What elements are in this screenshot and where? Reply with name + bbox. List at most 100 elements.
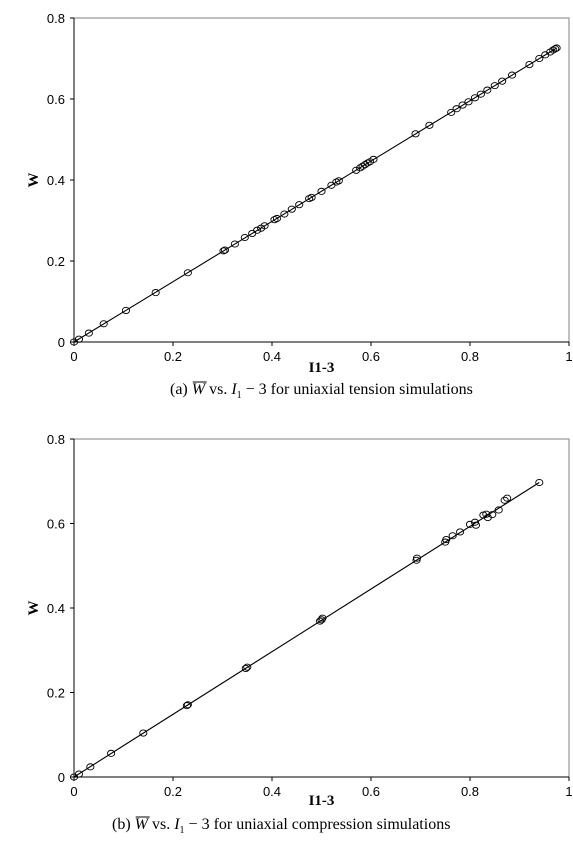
caption-suffix: − 3 for uniaxial compression simulations <box>185 816 451 833</box>
data-point <box>230 240 239 248</box>
data-point <box>470 94 480 102</box>
data-point <box>183 269 192 277</box>
y-tick-label: 0.8 <box>47 434 65 447</box>
data-point <box>182 702 191 710</box>
x-tick-label: 0.4 <box>263 349 281 364</box>
data-point <box>317 616 326 624</box>
x-tick-label: 0.4 <box>263 784 281 799</box>
data-point <box>494 506 503 514</box>
caption-prefix: (b) <box>112 816 135 833</box>
y-tick-label: 0 <box>58 335 65 350</box>
data-point <box>287 205 296 213</box>
data-point <box>74 770 83 778</box>
x-tick-label: 1 <box>565 784 572 799</box>
x-tick-label: 0 <box>70 349 77 364</box>
caption-vs: vs. <box>205 381 231 398</box>
data-point <box>305 195 314 203</box>
data-point <box>508 71 517 79</box>
data-point <box>243 663 252 671</box>
y-tick-label: 0 <box>58 770 65 785</box>
data-point <box>482 510 491 518</box>
x-tick-label: 0.8 <box>461 784 479 799</box>
data-point <box>260 222 269 230</box>
y-tick-label: 0.6 <box>47 92 65 107</box>
x-axis-title: I1-3 <box>309 360 335 376</box>
data-point <box>270 216 279 224</box>
data-point <box>280 210 289 218</box>
y-tick-label: 0.6 <box>47 517 65 532</box>
data-point <box>465 520 475 528</box>
y-tick-label: 0.4 <box>47 173 65 188</box>
chart-panel-b: 0 0.2 0.4 0.6 0.8 1 0 0.2 0.4 0.6 0.8 I1-3 W (b) W vs… <box>0 434 573 868</box>
data-point <box>476 90 485 98</box>
data-point <box>498 77 507 85</box>
caption-vs: vs. <box>148 816 174 833</box>
x-tick-label: 0.6 <box>362 784 380 799</box>
data-point <box>332 178 341 186</box>
trendline <box>73 47 557 343</box>
y-tick-label: 0.2 <box>47 686 65 701</box>
data-point <box>220 246 230 254</box>
data-point <box>535 54 544 63</box>
data-point <box>448 532 457 540</box>
x-tick-label: 1 <box>565 349 572 364</box>
x-axis-title: I1-3 <box>309 793 335 809</box>
data-point <box>471 521 480 529</box>
data-point <box>84 329 93 337</box>
data-point <box>552 44 561 52</box>
data-point <box>458 101 467 109</box>
data-point <box>307 193 316 201</box>
y-tick-label: 0.4 <box>47 601 65 616</box>
y-tick-label: 0.2 <box>47 254 65 269</box>
y-axis-title: W <box>26 601 42 616</box>
x-tick-label: 0.2 <box>164 349 182 364</box>
data-point <box>500 496 509 504</box>
y-axis-title: W <box>26 173 42 188</box>
data-point <box>483 86 492 94</box>
data-point <box>151 289 160 297</box>
data-point <box>219 247 228 255</box>
data-point <box>447 108 456 116</box>
chart-panel-a: 0 0.2 0.4 0.6 0.8 1 0 0.2 0.4 0.6 0.8 I1-3 W (a) W vs… <box>26 11 573 401</box>
data-point <box>525 61 534 69</box>
figure-caption: (b) W vs. I1 − 3 for uniaxial compressio… <box>112 816 450 836</box>
chart-svg-b: 0 0.2 0.4 0.6 0.8 1 0 0.2 0.4 0.6 0.8 I1-3 W (b) W vs… <box>26 434 573 836</box>
data-point <box>411 130 420 138</box>
data-point <box>412 554 422 562</box>
data-point <box>488 511 497 519</box>
caption-i-symbol: I <box>173 816 180 833</box>
data-point <box>369 155 378 163</box>
data-point <box>363 159 372 167</box>
data-point <box>74 335 83 343</box>
caption-prefix: (a) <box>170 381 192 398</box>
data-point <box>295 201 304 209</box>
plot-area-frame <box>73 438 570 778</box>
data-point <box>456 528 465 536</box>
caption-subscript: 1 <box>180 825 185 836</box>
trendline <box>73 482 540 778</box>
x-tick-label: 0 <box>70 784 77 799</box>
data-point <box>503 494 512 502</box>
x-tick-label: 0.2 <box>164 784 182 799</box>
caption-suffix: − 3 for uniaxial tension simulations <box>242 381 473 398</box>
data-point <box>442 536 451 544</box>
data-point <box>86 763 95 771</box>
data-point <box>464 98 473 106</box>
data-point <box>241 664 250 672</box>
data-point <box>139 729 148 737</box>
data-point <box>551 45 560 53</box>
data-point <box>107 749 116 757</box>
caption-w-symbol: W <box>192 381 207 398</box>
data-point <box>318 614 327 622</box>
data-point <box>452 105 461 113</box>
data-point <box>535 478 544 487</box>
figure-caption: (a) W vs. I1 − 3 for uniaxial tension si… <box>170 381 473 401</box>
data-point <box>253 226 262 234</box>
data-point <box>240 233 249 242</box>
y-tick-label: 0.8 <box>47 11 65 26</box>
x-tick-label: 0.6 <box>362 349 380 364</box>
data-point <box>334 177 343 185</box>
caption-i-symbol: I <box>230 381 237 398</box>
data-point <box>425 121 434 129</box>
plot-area-frame <box>73 17 570 343</box>
